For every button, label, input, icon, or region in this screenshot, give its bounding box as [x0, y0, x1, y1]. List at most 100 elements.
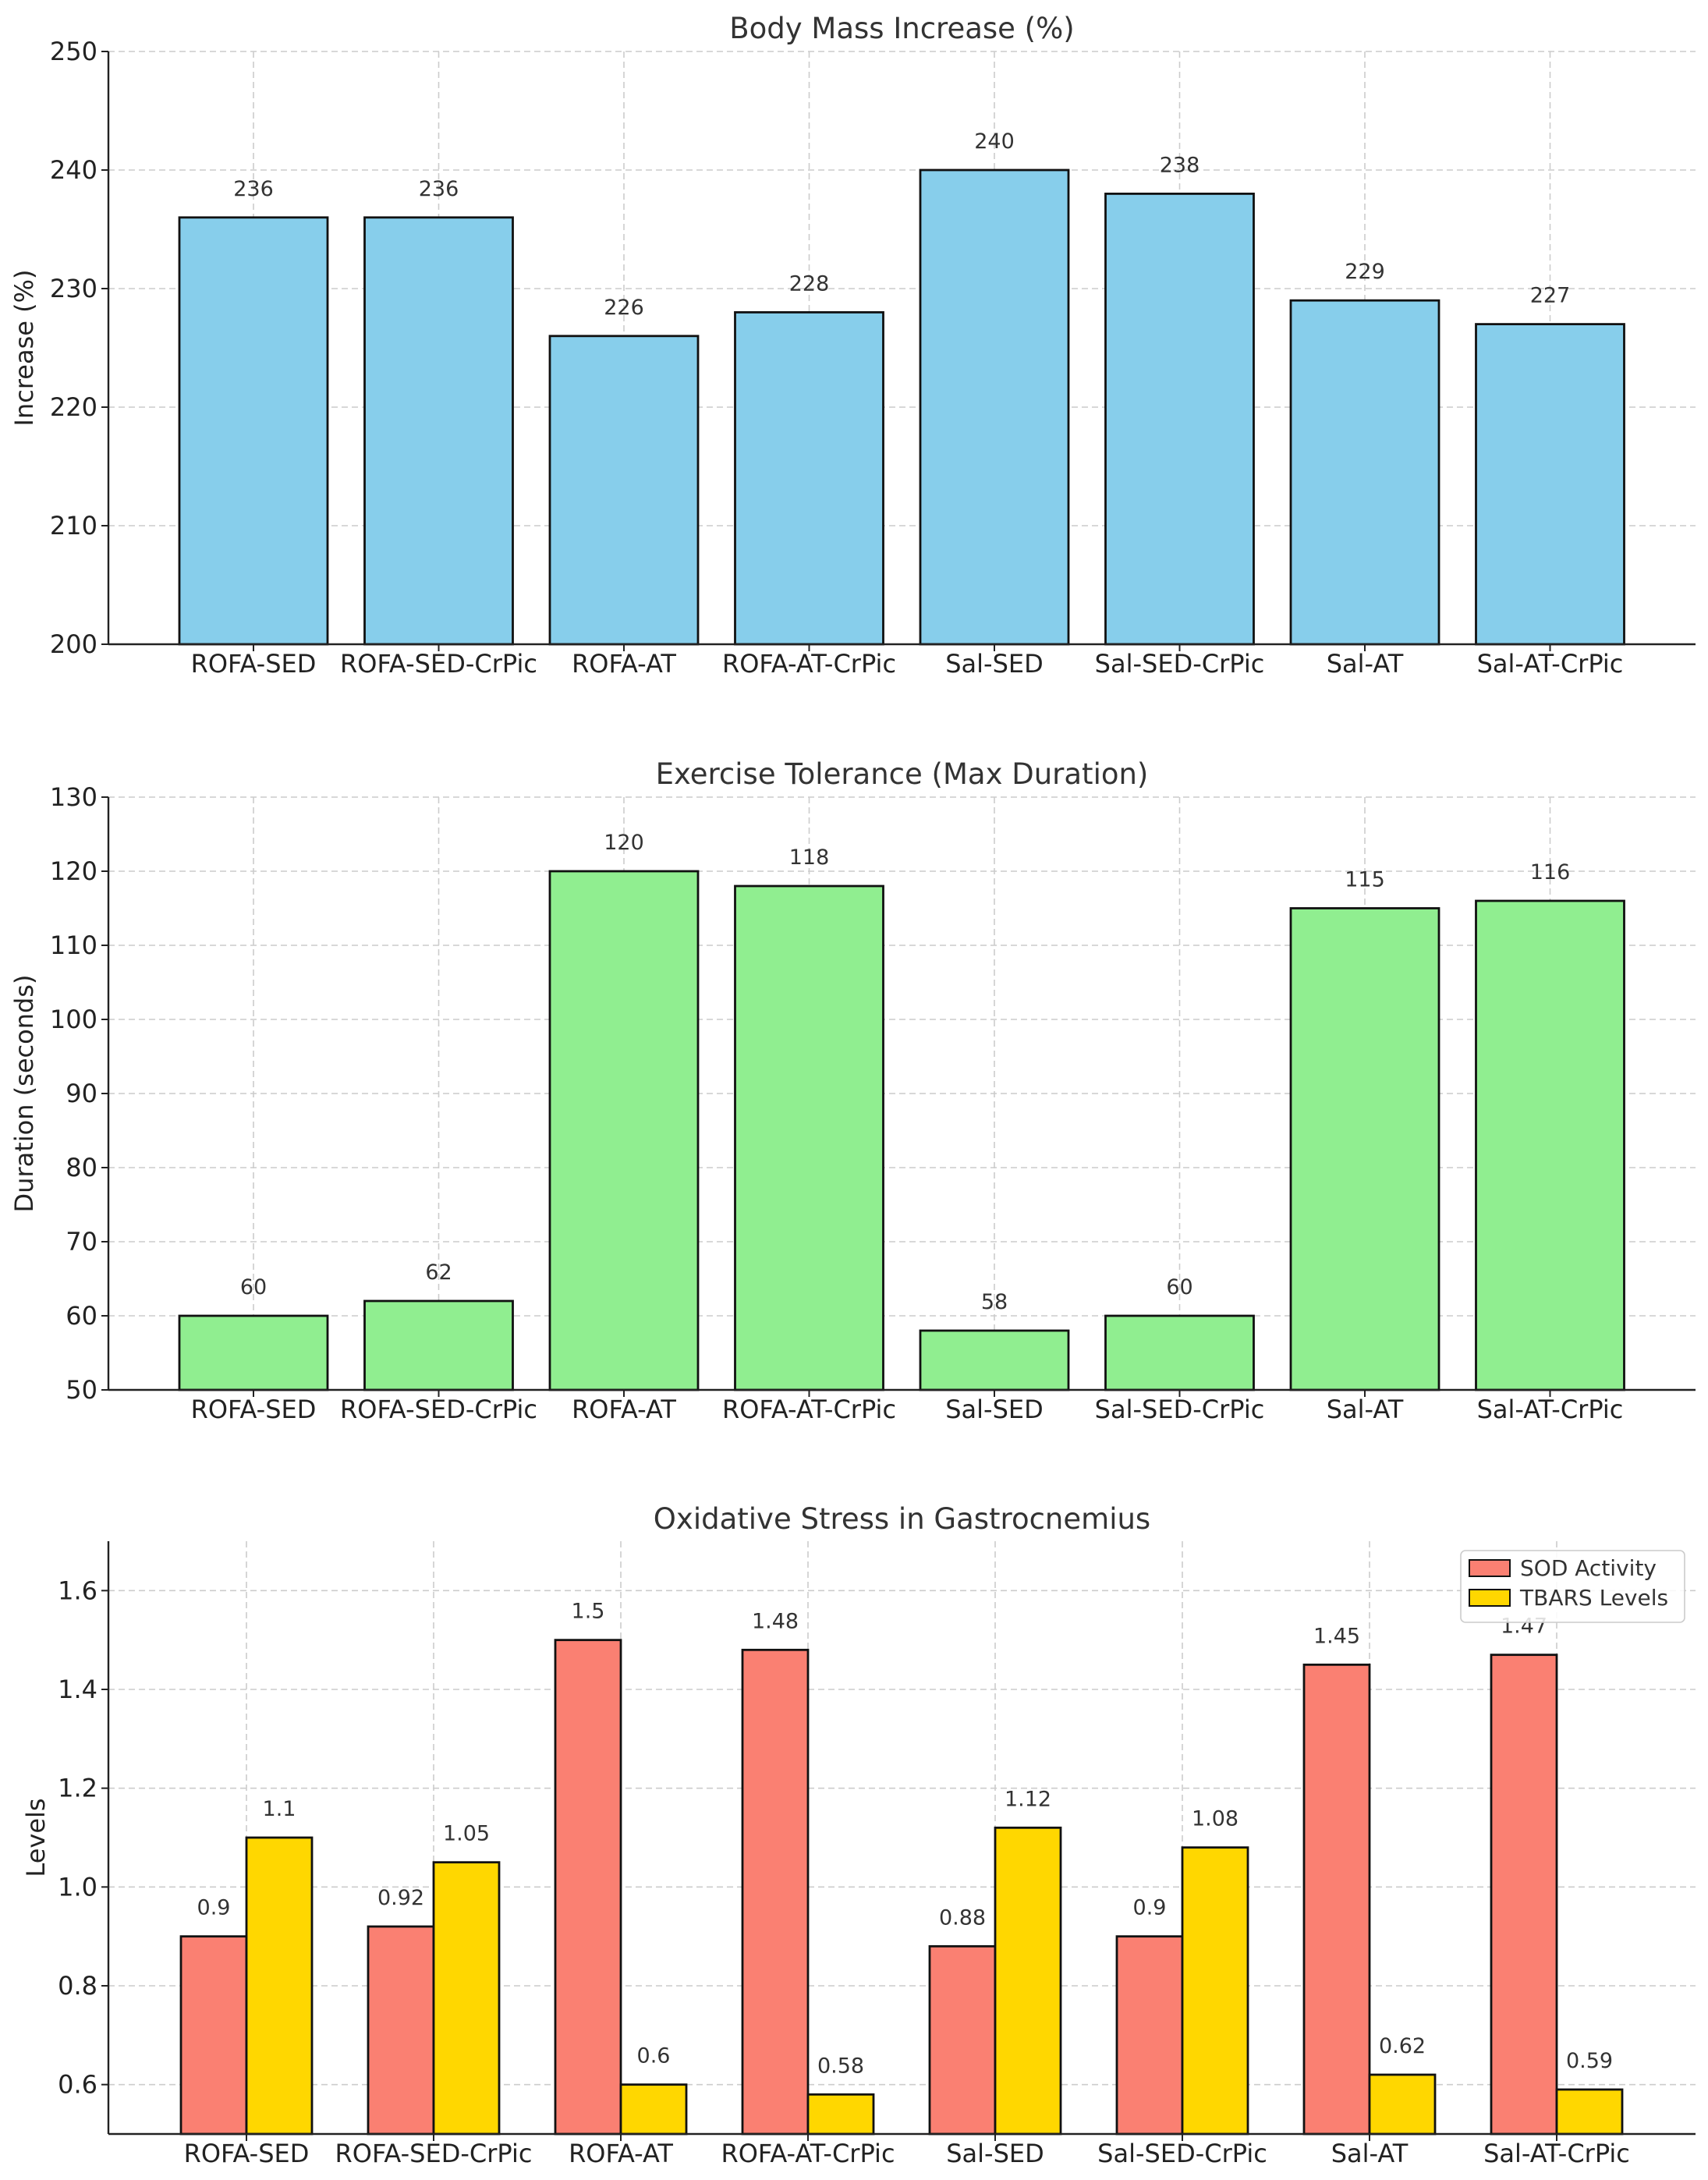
x-tick-label-rofa-sed: ROFA-SED — [191, 649, 317, 679]
value-label: 240 — [974, 129, 1015, 154]
x-tick-label-rofa-at-crpic: ROFA-AT-CrPic — [721, 2139, 895, 2168]
y-tick-label: 50 — [66, 1375, 97, 1405]
bar-max-duration-sal-sed-crpic — [1104, 1314, 1255, 1391]
x-tick-label-sal-sed: Sal-SED — [945, 1395, 1044, 1424]
legend-label-tbars-levels: TBARS Levels — [1519, 1585, 1668, 1611]
bar-max-duration-sal-at-crpic — [1475, 899, 1625, 1391]
bar-max-duration-rofa-at — [548, 870, 700, 1391]
chart-title: Body Mass Increase (%) — [729, 12, 1074, 45]
bar-max-duration-sal-at — [1289, 907, 1440, 1391]
bar-tbars-levels-rofa-at-crpic — [806, 2093, 875, 2136]
value-label: 1.1 — [263, 1797, 296, 1821]
x-tick-label-sal-sed: Sal-SED — [945, 649, 1044, 679]
x-tick-label-rofa-at: ROFA-AT — [572, 649, 676, 679]
y-tick-label: 240 — [50, 155, 97, 185]
x-tick-label-rofa-sed: ROFA-SED — [191, 1395, 317, 1424]
bar-body-mass-increase-rofa-at-crpic — [734, 310, 884, 646]
value-label: 62 — [425, 1260, 452, 1285]
bar-sod-activity-rofa-at — [554, 1639, 622, 2136]
x-tick-label-sal-sed-crpic: Sal-SED-CrPic — [1095, 1395, 1265, 1424]
bar-body-mass-increase-sal-at — [1289, 299, 1440, 646]
bar-tbars-levels-sal-sed — [994, 1826, 1062, 2136]
y-tick-label: 1.6 — [58, 1576, 97, 1605]
y-tick-label: 210 — [50, 511, 97, 541]
value-label: 1.48 — [752, 1609, 799, 1633]
x-tick-label-sal-at: Sal-AT — [1327, 649, 1404, 679]
bar-body-mass-increase-sal-sed-crpic — [1104, 192, 1255, 646]
y-tick-label: 230 — [50, 274, 97, 303]
value-label: 0.9 — [197, 1896, 231, 1920]
value-label: 0.58 — [817, 2054, 864, 2078]
bar-body-mass-increase-rofa-sed-crpic — [363, 216, 514, 646]
bar-max-duration-rofa-at-crpic — [734, 884, 884, 1391]
value-label: 120 — [604, 831, 644, 855]
y-axis-label: Increase (%) — [9, 270, 39, 427]
value-label: 0.92 — [377, 1886, 424, 1910]
y-tick-label: 80 — [66, 1153, 97, 1182]
value-label: 1.5 — [572, 1600, 605, 1624]
y-tick-label: 1.2 — [58, 1774, 97, 1803]
chart-title: Oxidative Stress in Gastrocnemius — [654, 1502, 1150, 1536]
y-axis-label: Levels — [21, 1798, 51, 1877]
y-tick-label: 1.4 — [58, 1675, 97, 1704]
x-tick-label-rofa-at: ROFA-AT — [569, 2139, 673, 2168]
y-tick-label: 1.0 — [58, 1872, 97, 1902]
x-tick-label-sal-sed-crpic: Sal-SED-CrPic — [1095, 649, 1265, 679]
legend-swatch-tbars-levels — [1469, 1589, 1511, 1607]
x-tick-label-sal-at: Sal-AT — [1331, 2139, 1409, 2168]
y-tick-label: 90 — [66, 1079, 97, 1108]
y-tick-label: 70 — [66, 1227, 97, 1257]
y-tick-label: 130 — [50, 782, 97, 812]
x-tick-label-rofa-at-crpic: ROFA-AT-CrPic — [722, 649, 896, 679]
value-label: 0.9 — [1133, 1896, 1167, 1920]
x-tick-label-sal-at-crpic: Sal-AT-CrPic — [1483, 2139, 1630, 2168]
value-label: 118 — [789, 845, 830, 870]
bar-body-mass-increase-sal-sed — [919, 168, 1070, 646]
bar-sod-activity-rofa-sed-crpic — [367, 1925, 435, 2136]
bar-body-mass-increase-rofa-sed — [178, 216, 329, 646]
x-tick-label-sal-at-crpic: Sal-AT-CrPic — [1477, 1395, 1624, 1424]
y-tick-label: 60 — [66, 1301, 97, 1331]
value-label: 116 — [1530, 860, 1571, 884]
exercise-tolerance-chart: Exercise Tolerance (Max Duration) Duratio… — [9, 757, 1696, 1424]
x-tick-label-rofa-sed-crpic: ROFA-SED-CrPic — [335, 2139, 533, 2168]
x-tick-label-rofa-at-crpic: ROFA-AT-CrPic — [722, 1395, 896, 1424]
x-tick-label-rofa-sed-crpic: ROFA-SED-CrPic — [340, 649, 537, 679]
y-tick-label: 100 — [50, 1005, 97, 1034]
bar-sod-activity-rofa-at-crpic — [741, 1648, 810, 2136]
value-label: 1.05 — [443, 1822, 490, 1846]
legend — [1460, 1550, 1685, 1623]
x-tick-label-rofa-sed: ROFA-SED — [184, 2139, 310, 2168]
legend-swatch-sod-activity — [1469, 1559, 1511, 1577]
chart-title: Exercise Tolerance (Max Duration) — [656, 757, 1149, 791]
bar-tbars-levels-sal-sed-crpic — [1181, 1846, 1249, 2136]
x-tick-label-sal-sed: Sal-SED — [946, 2139, 1044, 2168]
x-tick-label-rofa-sed-crpic: ROFA-SED-CrPic — [340, 1395, 537, 1424]
y-tick-label: 250 — [50, 37, 97, 66]
x-tick-label-rofa-at: ROFA-AT — [572, 1395, 676, 1424]
value-label: 58 — [981, 1290, 1008, 1314]
value-label: 229 — [1345, 260, 1385, 284]
value-label: 226 — [604, 296, 644, 320]
value-label: 0.88 — [939, 1905, 986, 1930]
bar-sod-activity-rofa-sed — [179, 1935, 248, 2136]
bar-tbars-levels-rofa-at — [619, 2083, 688, 2136]
value-label: 60 — [240, 1275, 267, 1299]
y-tick-label: 120 — [50, 856, 97, 886]
bar-sod-activity-sal-at-crpic — [1490, 1654, 1558, 2136]
bar-max-duration-rofa-sed-crpic — [363, 1299, 514, 1391]
x-tick-label-sal-at-crpic: Sal-AT-CrPic — [1477, 649, 1624, 679]
value-label: 1.08 — [1192, 1807, 1238, 1831]
y-tick-label: 220 — [50, 392, 97, 422]
y-axis-label: Duration (seconds) — [9, 975, 39, 1213]
x-tick-label-sal-sed-crpic: Sal-SED-CrPic — [1097, 2139, 1267, 2168]
bar-sod-activity-sal-sed-crpic — [1115, 1935, 1184, 2136]
bar-tbars-levels-rofa-sed — [245, 1836, 314, 2136]
bar-max-duration-sal-sed — [919, 1329, 1070, 1391]
y-tick-label: 200 — [50, 629, 97, 659]
value-label: 0.6 — [637, 2044, 671, 2068]
bar-tbars-levels-sal-at — [1368, 2073, 1437, 2136]
value-label: 1.45 — [1313, 1624, 1360, 1648]
bar-tbars-levels-sal-at-crpic — [1555, 2088, 1624, 2136]
